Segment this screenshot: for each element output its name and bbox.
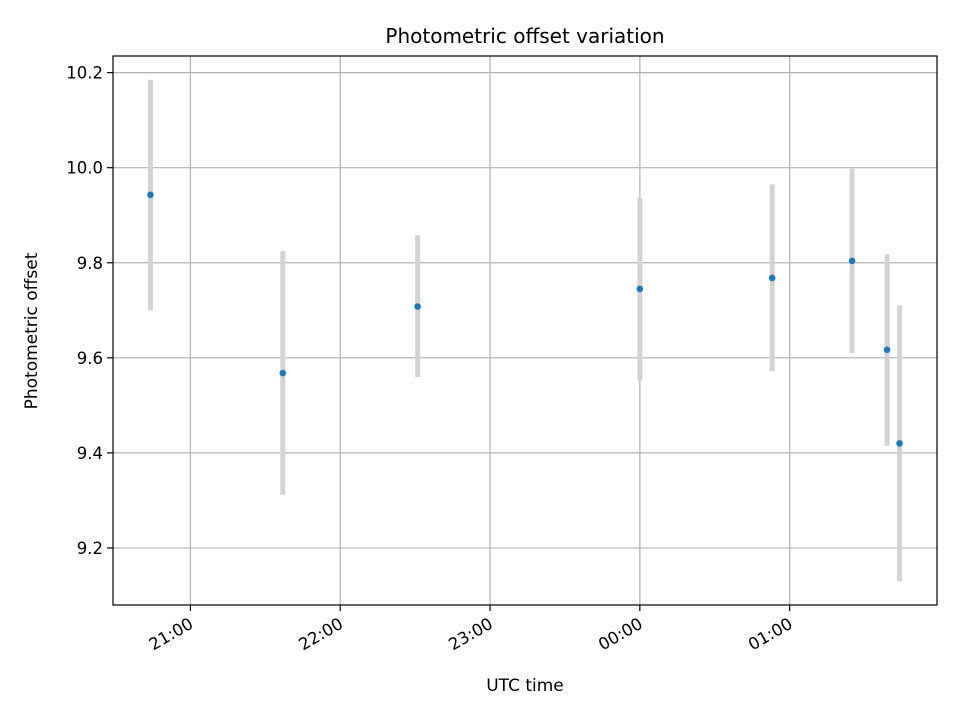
y-axis-label: Photometric offset xyxy=(22,252,42,409)
x-axis: 21:00 22:00 23:00 00:00 01:00 xyxy=(146,605,796,654)
y-tick-label: 9.6 xyxy=(77,349,103,368)
y-tick-label: 9.4 xyxy=(77,444,103,463)
chart-title: Photometric offset variation xyxy=(385,24,664,48)
x-tick-label: 00:00 xyxy=(595,614,646,654)
data-point xyxy=(896,440,903,447)
y-tick-label: 10.0 xyxy=(66,159,103,178)
x-tick-label: 22:00 xyxy=(296,614,347,654)
y-axis: 9.2 9.4 9.6 9.8 10.0 10.2 xyxy=(66,64,113,558)
x-tick-label: 01:00 xyxy=(745,614,796,654)
data-point xyxy=(414,303,421,310)
y-tick-label: 9.8 xyxy=(77,254,103,273)
data-point xyxy=(768,274,776,282)
grid-lines xyxy=(113,56,937,605)
data-point xyxy=(848,257,856,265)
y-tick-label: 9.2 xyxy=(77,539,103,558)
error-bars xyxy=(147,79,903,582)
data-point xyxy=(636,285,644,293)
x-tick-label: 23:00 xyxy=(445,614,496,654)
data-point xyxy=(147,191,154,199)
data-points xyxy=(147,191,903,447)
x-tick-label: 21:00 xyxy=(146,614,197,654)
data-point xyxy=(279,369,287,377)
x-axis-label: UTC time xyxy=(486,676,564,696)
data-point xyxy=(883,346,891,354)
y-tick-label: 10.2 xyxy=(66,64,103,83)
plot-frame xyxy=(112,55,938,606)
